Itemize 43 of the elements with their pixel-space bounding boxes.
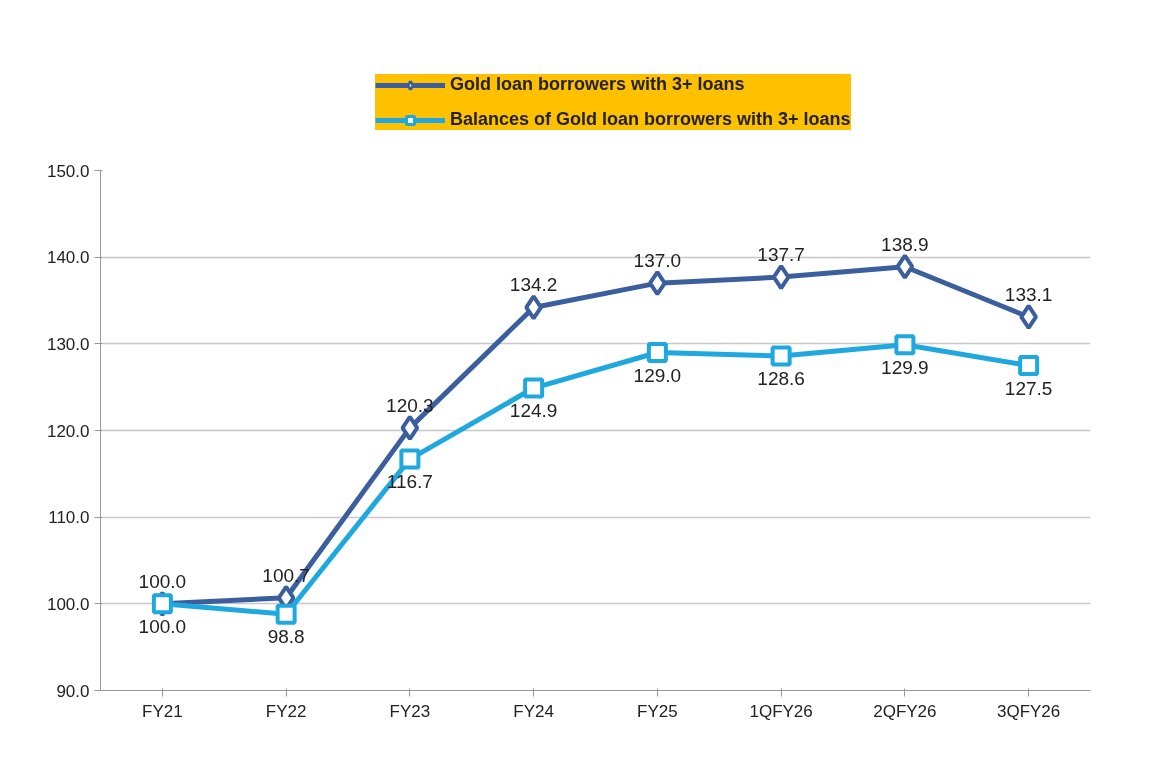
x-tick-label: FY22 <box>265 701 307 721</box>
x-tick-label: 1QFY26 <box>749 701 813 721</box>
x-tick-label: FY24 <box>513 701 554 721</box>
y-tick-label: 130.0 <box>46 334 90 354</box>
point <box>524 294 543 321</box>
y-tick-label: 120.0 <box>46 421 90 441</box>
data-label: 138.9 <box>881 233 929 255</box>
y-tick-label: 100.0 <box>46 594 90 614</box>
point <box>894 334 916 356</box>
point <box>1019 303 1038 330</box>
y-tick-label: 90.0 <box>56 681 90 701</box>
point <box>523 377 545 399</box>
data-label: 98.8 <box>267 626 305 648</box>
x-tick-label: FY21 <box>142 701 183 721</box>
y-tick-label: 150.0 <box>46 161 90 181</box>
x-tick-label: FY25 <box>637 701 678 721</box>
x-tick-label: FY23 <box>389 701 431 721</box>
point <box>770 345 792 367</box>
data-label: 128.6 <box>757 367 805 389</box>
point <box>771 264 791 291</box>
point <box>400 414 420 441</box>
data-label: 129.0 <box>633 364 682 386</box>
data-label: 137.0 <box>633 250 682 272</box>
point <box>1018 355 1040 376</box>
data-label: 134.2 <box>509 274 558 296</box>
legend-label: Balances of Gold loan borrowers with 3+ loans <box>450 109 851 130</box>
data-label: 124.9 <box>509 400 558 422</box>
point <box>646 342 668 363</box>
point <box>648 270 667 297</box>
point <box>895 253 915 280</box>
point <box>275 603 297 625</box>
data-label: 100.0 <box>138 615 187 637</box>
x-tick-label: 2QFY26 <box>873 701 937 721</box>
data-label: 137.7 <box>757 244 805 266</box>
x-tick-label: 3QFY26 <box>996 701 1061 721</box>
data-label: 133.1 <box>1004 283 1053 305</box>
data-label: 127.5 <box>1004 377 1053 399</box>
data-label: 129.9 <box>881 356 929 378</box>
y-tick-label: 140.0 <box>46 248 90 268</box>
legend-label: Gold loan borrowers with 3+ loans <box>450 74 745 95</box>
data-label: 100.0 <box>138 570 187 592</box>
point <box>399 448 421 470</box>
y-tick-label: 110.0 <box>48 508 90 528</box>
